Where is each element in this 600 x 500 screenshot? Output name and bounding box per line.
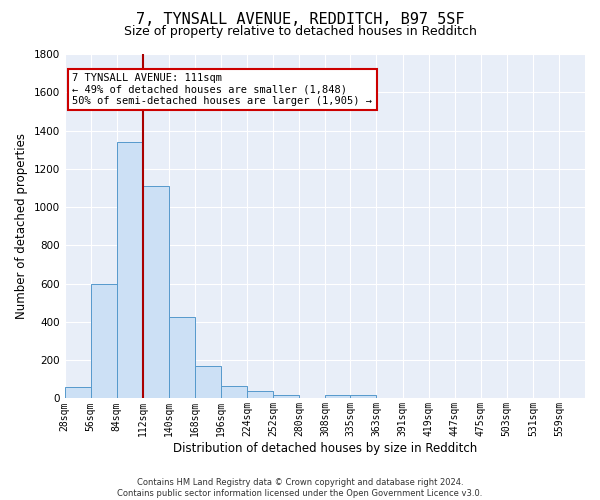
Text: 7 TYNSALL AVENUE: 111sqm
← 49% of detached houses are smaller (1,848)
50% of sem: 7 TYNSALL AVENUE: 111sqm ← 49% of detach…: [73, 73, 373, 106]
Bar: [65, 387, 91, 398]
Text: Size of property relative to detached houses in Redditch: Size of property relative to detached ho…: [124, 25, 476, 38]
Bar: [117, 142, 143, 399]
Bar: [195, 366, 221, 398]
Bar: [91, 284, 117, 399]
Text: 7, TYNSALL AVENUE, REDDITCH, B97 5SF: 7, TYNSALL AVENUE, REDDITCH, B97 5SF: [136, 12, 464, 28]
X-axis label: Distribution of detached houses by size in Redditch: Distribution of detached houses by size …: [173, 442, 477, 455]
Bar: [325, 394, 350, 398]
Text: Contains HM Land Registry data © Crown copyright and database right 2024.
Contai: Contains HM Land Registry data © Crown c…: [118, 478, 482, 498]
Bar: [221, 386, 247, 398]
Y-axis label: Number of detached properties: Number of detached properties: [15, 133, 28, 319]
Bar: [143, 186, 169, 398]
Bar: [273, 394, 299, 398]
Bar: [169, 317, 195, 398]
Bar: [247, 391, 273, 398]
Bar: [350, 394, 376, 398]
